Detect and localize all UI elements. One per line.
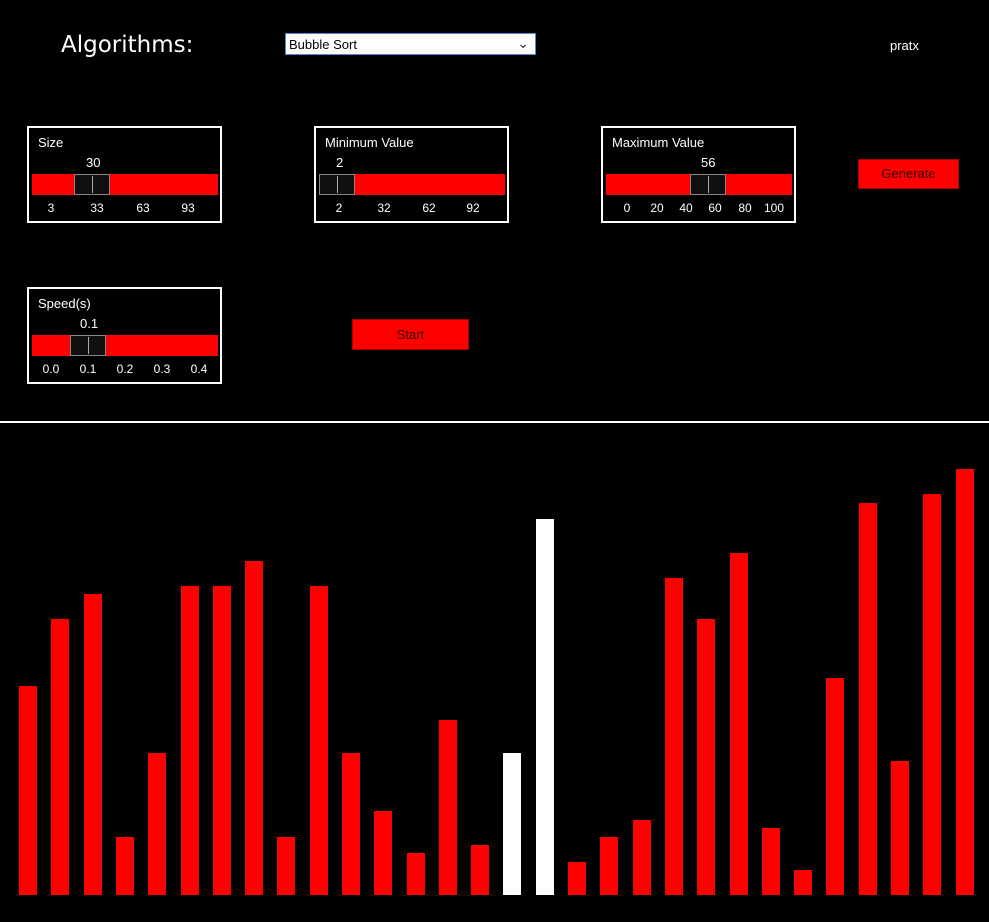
max-value-tick: 0 <box>623 201 631 215</box>
array-bar <box>439 720 457 895</box>
array-bar <box>794 870 812 895</box>
min-value-tick: 92 <box>466 201 480 215</box>
speed-tick: 0.3 <box>153 362 171 376</box>
array-bar <box>762 828 780 895</box>
min-value-slider-track[interactable] <box>319 174 505 195</box>
speed-slider-label: Speed(s) <box>38 296 91 311</box>
array-bar <box>503 753 521 895</box>
min-value-slider-thumb[interactable] <box>319 174 355 195</box>
array-bar <box>697 619 715 895</box>
min-value-slider-value: 2 <box>336 155 344 170</box>
array-bar <box>245 561 263 895</box>
speed-slider-track[interactable] <box>32 335 218 356</box>
max-value-slider-track[interactable] <box>606 174 792 195</box>
array-bar <box>859 503 877 895</box>
array-bar <box>116 837 134 895</box>
array-bar <box>730 553 748 895</box>
min-value-slider-label: Minimum Value <box>325 135 414 150</box>
algorithm-select[interactable]: Bubble Sort ⌄ <box>285 33 536 55</box>
max-value-tick: 100 <box>763 201 785 215</box>
speed-tick: 0.2 <box>116 362 134 376</box>
speed-slider-panel: Speed(s) 0.1 0.0 0.1 0.2 0.3 0.4 <box>27 287 222 384</box>
array-bar <box>633 820 651 895</box>
max-value-slider-panel: Maximum Value 56 0 20 40 60 80 100 <box>601 126 796 223</box>
size-tick: 33 <box>90 201 104 215</box>
max-value-tick: 20 <box>650 201 664 215</box>
page-title: Algorithms: <box>61 32 194 58</box>
min-value-tick: 32 <box>377 201 391 215</box>
max-value-tick: 80 <box>738 201 752 215</box>
array-bar <box>148 753 166 895</box>
array-bar <box>471 845 489 895</box>
max-value-tick: 40 <box>679 201 693 215</box>
array-bar <box>374 811 392 895</box>
max-value-tick: 60 <box>708 201 722 215</box>
speed-slider-thumb[interactable] <box>70 335 106 356</box>
size-tick: 63 <box>136 201 150 215</box>
min-value-tick: 2 <box>335 201 343 215</box>
array-bar <box>277 837 295 895</box>
array-bar <box>891 761 909 895</box>
array-bar <box>568 862 586 895</box>
max-value-slider-thumb[interactable] <box>690 174 726 195</box>
array-bar <box>536 519 554 895</box>
author-label: pratx <box>890 38 919 53</box>
size-slider-thumb[interactable] <box>74 174 110 195</box>
array-bar <box>956 469 974 895</box>
array-bar <box>310 586 328 895</box>
size-tick: 93 <box>181 201 195 215</box>
size-tick: 3 <box>47 201 55 215</box>
max-value-slider-label: Maximum Value <box>612 135 705 150</box>
array-bar <box>181 586 199 895</box>
size-slider-value: 30 <box>86 155 101 170</box>
size-slider-track[interactable] <box>32 174 218 195</box>
array-bar <box>51 619 69 895</box>
generate-button[interactable]: Generate <box>858 159 959 189</box>
size-slider-label: Size <box>38 135 64 150</box>
speed-tick: 0.0 <box>42 362 60 376</box>
divider <box>0 421 989 423</box>
array-bar <box>19 686 37 895</box>
speed-tick: 0.1 <box>79 362 97 376</box>
chevron-down-icon[interactable]: ⌄ <box>517 35 529 51</box>
size-slider-panel: Size 30 3 33 63 93 <box>27 126 222 223</box>
array-bar <box>342 753 360 895</box>
start-button[interactable]: Start <box>352 319 469 350</box>
array-bar <box>826 678 844 895</box>
array-bar <box>213 586 231 895</box>
array-bar <box>665 578 683 895</box>
array-bar <box>600 837 618 895</box>
min-value-tick: 62 <box>422 201 436 215</box>
min-value-slider-panel: Minimum Value 2 2 32 62 92 <box>314 126 509 223</box>
speed-slider-value: 0.1 <box>80 316 99 331</box>
speed-tick: 0.4 <box>190 362 208 376</box>
max-value-slider-value: 56 <box>701 155 716 170</box>
array-bar <box>407 853 425 895</box>
array-bar <box>84 594 102 895</box>
array-bar <box>923 494 941 895</box>
algorithm-select-value: Bubble Sort <box>289 37 357 52</box>
